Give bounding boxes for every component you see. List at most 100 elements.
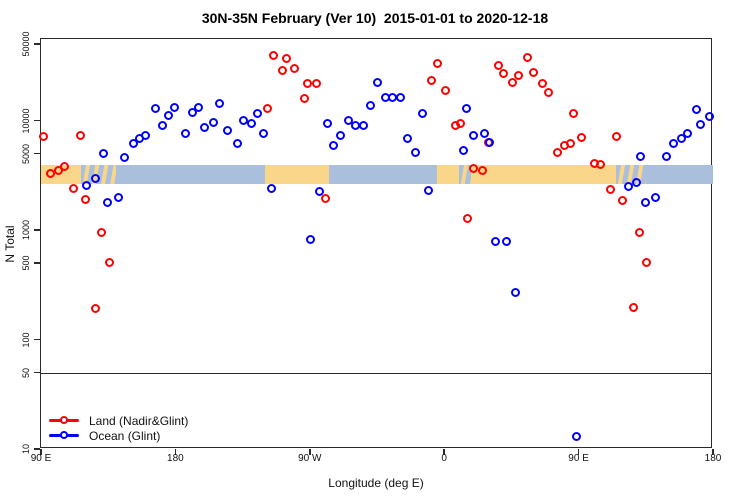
x-tick-label: 90 E xyxy=(30,453,52,464)
land-data-point xyxy=(433,59,443,69)
land-data-point xyxy=(628,302,638,312)
ocean-data-point xyxy=(233,139,243,149)
x-tick xyxy=(443,449,445,455)
y-tick xyxy=(34,229,40,231)
ocean-data-point xyxy=(164,111,174,120)
land-data-point xyxy=(321,194,331,204)
ocean-data-point xyxy=(696,120,706,130)
ocean-data-point xyxy=(315,187,325,197)
land-data-point xyxy=(97,227,107,237)
y-tick xyxy=(34,119,40,122)
y-tick xyxy=(34,338,40,341)
ocean-data-point xyxy=(366,101,376,111)
x-tick xyxy=(40,449,42,455)
mixed-band-segment xyxy=(459,165,472,185)
ocean-data-point xyxy=(373,78,383,88)
land-data-point xyxy=(469,164,479,174)
ocean-data-point xyxy=(491,236,501,246)
land-data-point xyxy=(543,87,553,97)
y-tick xyxy=(34,262,40,264)
land-data-point xyxy=(59,162,69,172)
x-tick xyxy=(712,449,714,455)
ocean-data-point xyxy=(651,193,661,203)
ocean-data-point xyxy=(336,131,346,141)
ocean-data-point xyxy=(572,431,582,441)
land-data-point xyxy=(104,258,114,267)
land-data-point xyxy=(440,86,450,96)
legend-entry-land: Land (Nadir&Glint) xyxy=(49,413,188,428)
ocean-data-point xyxy=(705,111,714,121)
y-tick xyxy=(34,371,40,374)
land-data-point xyxy=(455,118,465,128)
ocean-data-point xyxy=(140,131,150,141)
land-data-point xyxy=(596,160,605,170)
land-band-segment xyxy=(471,165,616,185)
ocean-data-point xyxy=(669,139,679,149)
land-data-point xyxy=(528,67,538,77)
ocean-data-point xyxy=(267,184,277,193)
legend-label-land: Land (Nadir&Glint) xyxy=(89,413,189,428)
ocean-legend-marker-icon xyxy=(49,431,79,441)
land-data-point xyxy=(569,108,579,118)
ocean-data-point xyxy=(501,237,511,247)
land-data-point xyxy=(576,133,586,143)
land-data-point xyxy=(80,195,90,205)
ocean-data-point xyxy=(322,118,332,128)
ocean-data-point xyxy=(636,152,646,162)
x-tick xyxy=(309,449,311,455)
ocean-data-point xyxy=(194,103,204,113)
ocean-data-point xyxy=(424,186,434,196)
ocean-data-point xyxy=(485,137,495,147)
legend: Land (Nadir&Glint) Ocean (Glint) xyxy=(49,413,188,443)
ocean-data-point xyxy=(200,122,210,132)
legend-label-ocean: Ocean (Glint) xyxy=(89,428,161,443)
y-tick-label: 1000 xyxy=(21,220,31,241)
ocean-data-point xyxy=(510,288,520,297)
ocean-data-point xyxy=(170,103,180,113)
ocean-data-point xyxy=(246,118,256,128)
ocean-data-point xyxy=(82,181,92,191)
land-data-point xyxy=(537,78,547,88)
y-tick xyxy=(34,448,40,450)
ocean-data-point xyxy=(640,197,650,207)
ocean-data-point xyxy=(180,129,190,139)
ocean-data-point xyxy=(403,134,413,144)
plot-area: Land (Nadir&Glint) Ocean (Glint) 10 50 100… xyxy=(21,31,721,464)
ocean-data-point xyxy=(258,129,268,139)
x-tick-label: 90 E xyxy=(568,453,589,464)
y-tick-label: 10 xyxy=(21,444,31,455)
land-data-point xyxy=(463,214,473,224)
y-axis-title: N Total xyxy=(3,225,17,263)
ocean-band-segment xyxy=(645,165,713,185)
land-data-point xyxy=(68,184,78,193)
land-data-point xyxy=(552,147,562,157)
x-tick xyxy=(174,449,177,455)
ocean-data-point xyxy=(306,235,316,245)
land-data-point xyxy=(300,94,310,104)
ocean-data-point xyxy=(469,131,479,141)
land-band-segment xyxy=(265,165,330,185)
ocean-data-point xyxy=(328,140,338,150)
x-tick-label: 90 W xyxy=(298,453,322,464)
land-data-point xyxy=(39,132,48,142)
ocean-data-point xyxy=(150,104,160,114)
land-data-point xyxy=(642,258,652,267)
ocean-data-point xyxy=(113,193,123,203)
land-legend-marker-icon xyxy=(49,416,79,426)
ocean-data-point xyxy=(631,178,641,188)
land-data-point xyxy=(507,78,517,88)
land-data-point xyxy=(606,185,616,195)
y-tick-label: 10000 xyxy=(21,108,31,134)
ocean-data-point xyxy=(682,129,692,139)
axis-break-line xyxy=(41,372,711,374)
ocean-data-point xyxy=(479,129,489,139)
ocean-data-point xyxy=(209,118,219,128)
ocean-data-point xyxy=(215,98,225,108)
ocean-band-segment xyxy=(329,165,437,185)
legend-entry-ocean: Ocean (Glint) xyxy=(49,428,188,443)
land-data-point xyxy=(566,139,576,149)
land-data-point xyxy=(277,66,287,76)
ocean-data-point xyxy=(691,105,701,115)
ocean-data-point xyxy=(458,145,468,155)
